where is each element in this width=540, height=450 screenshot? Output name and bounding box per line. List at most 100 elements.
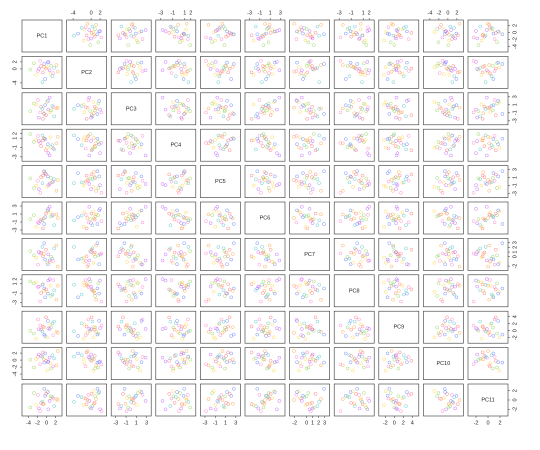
point	[175, 390, 179, 394]
point	[264, 77, 268, 81]
point	[352, 401, 356, 406]
point	[132, 64, 136, 68]
point	[37, 250, 41, 254]
point	[400, 283, 405, 288]
point	[387, 286, 392, 291]
point	[432, 261, 437, 265]
point	[478, 24, 482, 29]
point	[310, 187, 315, 191]
point	[353, 404, 357, 408]
point	[130, 264, 135, 269]
point	[365, 407, 370, 412]
point	[319, 363, 323, 368]
panel-frame	[21, 19, 63, 53]
point	[492, 220, 497, 225]
point	[211, 100, 216, 104]
point	[450, 134, 454, 138]
point	[206, 63, 211, 67]
point	[37, 406, 41, 411]
point	[43, 257, 47, 262]
point	[384, 368, 388, 373]
point	[488, 364, 492, 369]
point	[45, 185, 49, 189]
point	[181, 394, 186, 398]
point	[90, 24, 95, 29]
point	[122, 387, 127, 391]
point	[180, 280, 185, 285]
point	[367, 355, 371, 360]
point	[301, 171, 305, 175]
point	[232, 222, 236, 226]
point	[352, 357, 356, 362]
point	[440, 409, 445, 413]
point	[496, 319, 500, 323]
point	[175, 360, 179, 364]
point	[344, 394, 348, 398]
point	[491, 294, 495, 298]
y-tick-label: -1	[512, 183, 518, 188]
point	[49, 366, 53, 371]
point	[130, 178, 135, 182]
panel-frame	[21, 201, 63, 235]
point	[495, 101, 499, 106]
point	[392, 405, 397, 410]
panel-frame	[200, 19, 241, 53]
point	[488, 259, 492, 263]
point	[225, 319, 229, 323]
point	[125, 72, 129, 76]
point	[28, 358, 33, 362]
point	[126, 328, 130, 333]
point	[312, 217, 316, 221]
point	[257, 179, 262, 183]
point	[488, 135, 493, 140]
point	[443, 241, 447, 245]
point	[309, 110, 313, 115]
point	[255, 387, 260, 391]
point	[271, 185, 276, 189]
point	[497, 145, 502, 150]
point	[208, 284, 213, 289]
point	[45, 209, 49, 213]
panel-frame	[155, 128, 197, 162]
point	[447, 252, 451, 256]
point	[315, 288, 320, 293]
panel-frame	[200, 238, 241, 271]
point	[496, 29, 500, 34]
point	[298, 361, 302, 365]
point	[171, 261, 175, 265]
point	[34, 183, 38, 188]
point	[210, 40, 214, 45]
point	[83, 105, 88, 109]
point	[367, 68, 371, 73]
point	[47, 68, 52, 73]
point	[45, 335, 49, 340]
point	[232, 387, 236, 391]
point	[363, 102, 367, 107]
point	[87, 205, 92, 209]
point	[306, 40, 311, 45]
point	[86, 393, 91, 397]
point	[397, 252, 401, 256]
point	[219, 98, 224, 102]
point	[406, 220, 411, 225]
point	[405, 262, 409, 266]
y-tick-label: 0	[12, 359, 18, 362]
point	[483, 329, 488, 334]
point	[382, 38, 386, 43]
point	[304, 108, 309, 113]
point	[216, 329, 221, 334]
point	[392, 176, 397, 181]
point	[366, 333, 370, 337]
panel-frame	[110, 201, 152, 235]
point	[294, 393, 299, 397]
point	[37, 352, 41, 357]
point	[447, 255, 451, 260]
point	[87, 327, 92, 331]
point	[227, 287, 232, 292]
point	[488, 110, 493, 114]
point	[91, 389, 96, 393]
point	[317, 282, 321, 287]
point	[253, 319, 258, 324]
x-tick-label: 0	[446, 10, 449, 16]
x-tick-label: 3	[323, 420, 326, 426]
